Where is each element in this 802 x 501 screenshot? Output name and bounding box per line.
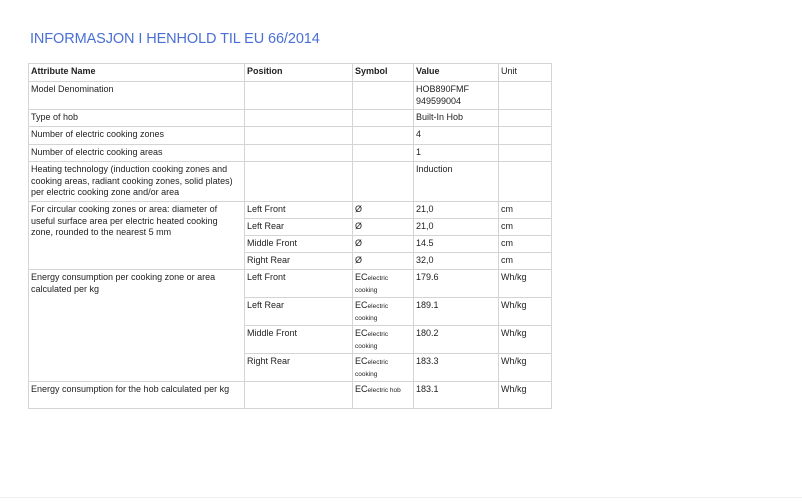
attribute-name: Energy consumption per cooking zone or a… — [28, 269, 245, 382]
position: Middle Front — [244, 235, 353, 253]
attribute-name: Model Denomination — [28, 81, 245, 110]
table-header-row: Attribute Name Position Symbol Value Uni… — [28, 63, 552, 82]
symbol-main: EC — [355, 300, 368, 310]
table-row: Model Denomination HOB890FMF 949599004 — [28, 81, 552, 110]
value: 1 — [413, 144, 499, 162]
table-row: Middle Front ECelectric cooking 180.2 Wh… — [29, 325, 552, 354]
header-unit: Unit — [498, 63, 552, 82]
table-row: Number of electric cooking areas 1 — [28, 144, 552, 162]
value: 32,0 — [413, 252, 499, 270]
model-number: 949599004 — [416, 95, 462, 106]
attribute-name: Energy consumption for the hob calculate… — [28, 381, 245, 409]
value: Built-In Hob — [413, 109, 499, 127]
value: HOB890FMF 949599004 — [413, 81, 499, 110]
value: 21,0 — [413, 218, 499, 236]
symbol: ECelectric cooking — [352, 353, 414, 382]
table-row: For circular cooking zones or area: diam… — [28, 201, 552, 270]
position: Left Front — [244, 201, 353, 219]
unit: Wh/kg — [498, 353, 552, 382]
symbol-subscript: electric cooking — [355, 359, 389, 378]
position: Right Rear — [244, 353, 353, 382]
eu-info-table: Attribute Name Position Symbol Value Uni… — [28, 63, 552, 409]
header-attribute: Attribute Name — [28, 63, 245, 82]
page-divider — [0, 497, 802, 498]
value: 183.1 — [413, 381, 499, 409]
symbol: ECelectric cooking — [352, 325, 414, 354]
position: Left Rear — [244, 218, 353, 236]
symbol-subscript: electric cooking — [355, 303, 389, 322]
table-row: Left Rear ECelectric cooking 189.1 Wh/kg — [29, 297, 552, 326]
table-row: Type of hob Built-In Hob — [28, 109, 552, 127]
header-symbol: Symbol — [352, 63, 414, 82]
value: Induction — [413, 161, 499, 202]
symbol-subscript: electric hob — [367, 387, 401, 394]
symbol-main: EC — [355, 384, 368, 394]
unit: cm — [498, 252, 552, 270]
table-row: Left Rear Ø 21,0 cm — [29, 218, 552, 236]
header-position: Position — [244, 63, 353, 82]
attribute-name: Heating technology (induction cooking zo… — [28, 161, 245, 202]
unit: Wh/kg — [498, 381, 552, 409]
attribute-name: Number of electric cooking zones — [28, 126, 245, 145]
table-row: Energy consumption per cooking zone or a… — [28, 269, 552, 382]
attribute-name: Type of hob — [28, 109, 245, 127]
table-row: Number of electric cooking zones 4 — [28, 126, 552, 145]
attribute-name: Number of electric cooking areas — [28, 144, 245, 162]
value: 180.2 — [413, 325, 499, 354]
page-title: INFORMASJON I HENHOLD TIL EU 66/2014 — [30, 31, 320, 47]
header-value: Value — [413, 63, 499, 82]
table-row: Right Rear Ø 32,0 cm — [29, 252, 552, 270]
symbol-subscript: electric cooking — [355, 275, 389, 294]
attribute-name: For circular cooking zones or area: diam… — [28, 201, 245, 270]
unit: Wh/kg — [498, 269, 552, 298]
symbol-main: EC — [355, 356, 368, 366]
value: 179.6 — [413, 269, 499, 298]
unit: cm — [498, 218, 552, 236]
table-row: Heating technology (induction cooking zo… — [28, 161, 552, 202]
value: 4 — [413, 126, 499, 145]
position: Left Rear — [244, 297, 353, 326]
value: 14.5 — [413, 235, 499, 253]
value: 183.3 — [413, 353, 499, 382]
unit: Wh/kg — [498, 297, 552, 326]
unit: cm — [498, 235, 552, 253]
symbol: Ø — [352, 252, 414, 270]
symbol: Ø — [352, 235, 414, 253]
model-name: HOB890FMF — [416, 84, 470, 94]
position: Middle Front — [244, 325, 353, 354]
value: 189.1 — [413, 297, 499, 326]
value: 21,0 — [413, 201, 499, 219]
table-row: Energy consumption for the hob calculate… — [28, 381, 552, 409]
unit: Wh/kg — [498, 325, 552, 354]
symbol: ECelectric cooking — [352, 269, 414, 298]
symbol-main: EC — [355, 328, 368, 338]
position: Right Rear — [244, 252, 353, 270]
symbol: ECelectric cooking — [352, 297, 414, 326]
symbol: Ø — [352, 218, 414, 236]
symbol: ECelectric hob — [352, 381, 414, 409]
symbol-main: EC — [355, 272, 368, 282]
symbol: Ø — [352, 201, 414, 219]
symbol-subscript: electric cooking — [355, 331, 389, 350]
position: Left Front — [244, 269, 353, 298]
unit: cm — [498, 201, 552, 219]
